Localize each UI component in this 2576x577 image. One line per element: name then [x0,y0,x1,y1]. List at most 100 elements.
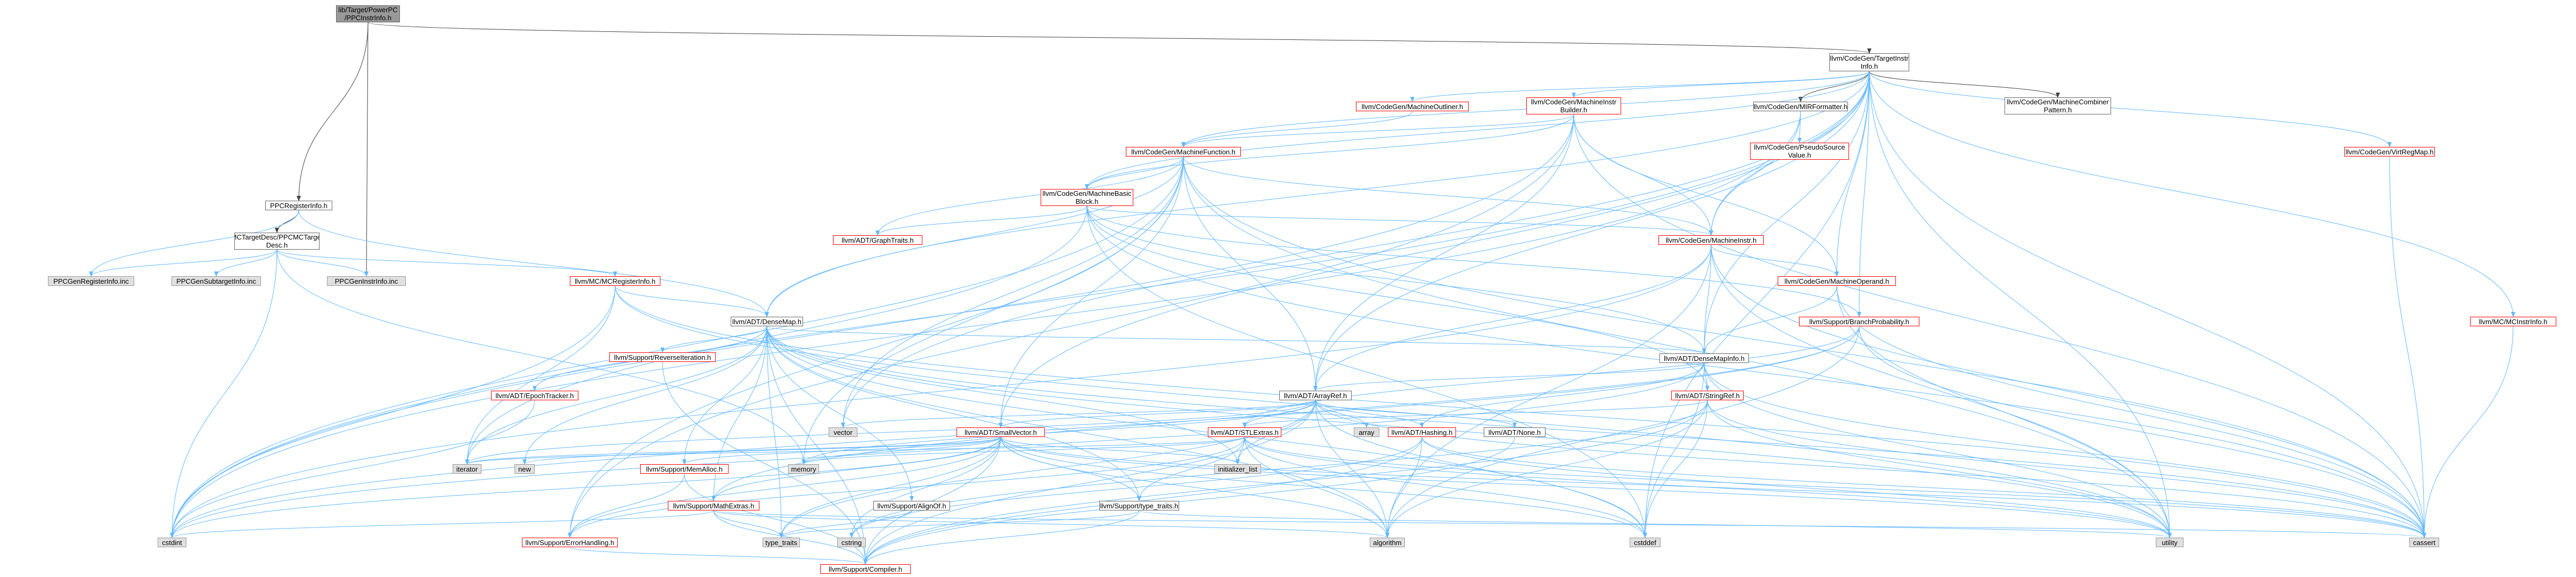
node-mem-alloc[interactable]: llvm/Support/MemAlloc.h [640,464,729,474]
node-ppc-gen-register-info-inc[interactable]: PPCGenRegisterInfo.inc [48,276,134,286]
edge-stl-extras-to-iterator [465,436,1245,465]
edge-branch-probability-to-algorithm [1385,326,1860,538]
edge-string-ref-to-cstring [849,400,1708,538]
node-cstring[interactable]: cstring [837,538,866,547]
node-align-of[interactable]: llvm/Support/AlignOf.h [873,501,950,510]
node-cassert[interactable]: cassert [2409,538,2439,547]
node-machine-combiner-pattern[interactable]: llvm/CodeGen/MachineCombiner Pattern.h [2005,97,2111,114]
edge-hashing-to-compiler [863,436,1422,565]
edge-target-instr-info-to-dense-map-info [1702,71,1870,354]
edge-target-instr-info-to-cstdint [170,71,1870,538]
node-cstddef[interactable]: cstddef [1630,538,1661,547]
edge-mc-register-info-to-cstdint [170,285,616,538]
node-virt-reg-map[interactable]: llvm/CodeGen/VirtRegMap.h [2344,147,2435,156]
node-target-instr-info[interactable]: llvm/CodeGen/TargetInstr Info.h [1829,53,1909,71]
edge-machine-instr-to-algorithm [1385,244,1712,538]
node-branch-probability[interactable]: llvm/Support/BranchProbability.h [1799,317,1919,326]
node-machine-outliner[interactable]: llvm/CodeGen/MachineOutliner.h [1356,102,1469,111]
edge-machine-instr-builder-to-machine-operand [1573,114,1839,277]
edge-machine-function-to-error-handling [568,156,1184,538]
edge-ppc-instr-info-to-target-instr-info [367,22,1871,54]
node-algorithm[interactable]: algorithm [1370,538,1405,547]
edge-support-type-traits-to-type-traits [779,510,1140,538]
node-initializer-list[interactable]: initializer_list [1214,464,1261,474]
edge-stl-extras-to-cstddef [1244,436,1647,538]
node-graph-traits[interactable]: llvm/ADT/GraphTraits.h [833,235,922,245]
node-array-ref[interactable]: llvm/ADT/ArrayRef.h [1279,391,1352,400]
node-epoch-tracker[interactable]: llvm/ADT/EpochTracker.h [491,391,578,400]
node-compiler[interactable]: llvm/Support/Compiler.h [820,564,911,574]
node-mc-register-info[interactable]: llvm/MC/MCRegisterInfo.h [570,276,660,286]
node-error-handling[interactable]: llvm/Support/ErrorHandling.h [522,538,618,547]
edge-math-extras-to-compiler [713,510,868,565]
edge-small-vector-to-type-traits [779,436,1001,538]
edge-stl-extras-to-cassert [1244,436,2426,538]
node-string-ref[interactable]: llvm/ADT/StringRef.h [1671,391,1744,400]
node-memory[interactable]: memory [788,464,819,474]
node-ppc-register-info[interactable]: PPCRegisterInfo.h [265,201,332,210]
edge-string-ref-to-utility [1707,400,2172,538]
edge-machine-instr-builder-to-cstdint [170,114,1574,538]
edge-dense-map-to-reverse-iteration [660,326,767,353]
edge-dense-map-to-cassert [766,326,2426,538]
node-ppc-gen-instr-info-inc[interactable]: PPCGenInstrInfo.inc [327,276,406,286]
edge-array-ref-to-type-traits [779,400,1316,538]
node-ppc-gen-subtarget-info-inc[interactable]: PPCGenSubtargetInfo.inc [171,276,261,286]
node-math-extras[interactable]: llvm/Support/MathExtras.h [668,501,759,510]
node-machine-instr-builder[interactable]: llvm/CodeGen/MachineInstr Builder.h [1526,97,1621,114]
node-none[interactable]: llvm/ADT/None.h [1484,427,1545,437]
node-new[interactable]: new [514,464,535,474]
edge-machine-function-to-vector [841,156,1184,428]
edge-machine-function-to-graph-traits [876,156,1184,236]
node-machine-function[interactable]: llvm/CodeGen/MachineFunction.h [1126,147,1241,156]
edge-target-instr-info-to-dense-map [765,71,1870,317]
node-mir-formatter[interactable]: llvm/CodeGen/MIRFormatter.h [1753,102,1848,111]
edge-array-ref-to-cassert [1315,400,2426,538]
edge-machine-outliner-to-machine-function [1181,111,1413,147]
edge-machine-instr-builder-to-machine-function [1181,114,1574,147]
node-ppc-mc-target-desc[interactable]: MCTargetDesc/PPCMCTarget Desc.h [234,233,320,250]
edge-hashing-to-cstring [849,436,1422,538]
node-machine-operand[interactable]: llvm/CodeGen/MachineOperand.h [1778,276,1896,286]
node-dense-map[interactable]: llvm/ADT/DenseMap.h [731,317,803,326]
edge-string-ref-to-cstddef [1643,400,1708,538]
edge-small-vector-to-math-extras [712,436,1001,501]
node-machine-basic-block[interactable]: llvm/CodeGen/MachineBasic Block.h [1041,189,1133,206]
edge-error-handling-to-compiler [569,547,868,565]
node-cstdint[interactable]: cstdint [158,538,186,547]
node-hashing[interactable]: llvm/ADT/Hashing.h [1388,427,1456,437]
edge-math-extras-to-cassert [713,510,2426,538]
edge-dense-map-to-dense-map-info [766,326,1706,354]
edge-target-instr-info-to-cassert [1869,71,2426,538]
node-ppc-instr-info[interactable]: lib/Target/PowerPC /PPCInstrInfo.h [336,5,400,22]
edge-support-type-traits-to-utility [1139,510,2172,538]
edge-target-instr-info-to-machine-instr-builder [1572,71,1870,98]
edge-target-instr-info-to-virt-reg-map [1869,71,2392,147]
edge-ppc-mc-target-desc-to-mc-register-info [276,249,617,277]
node-support-type-traits[interactable]: llvm/Support/type_traits.h [1099,501,1179,510]
edge-machine-instr-to-cassert [1711,244,2426,538]
edge-dense-map-to-new [522,326,767,465]
node-reverse-iteration[interactable]: llvm/Support/ReverseIteration.h [609,352,716,362]
edge-target-instr-info-to-machine-outliner [1410,71,1870,102]
edge-machine-instr-builder-to-array-ref [1313,114,1574,391]
node-pseudo-source-value[interactable]: llvm/CodeGen/PseudoSource Value.h [1750,143,1849,160]
edge-ppc-instr-info-to-ppc-gen-instr-info-inc [364,22,369,277]
node-stl-extras[interactable]: llvm/ADT/STLExtras.h [1208,427,1281,437]
node-dense-map-info[interactable]: llvm/ADT/DenseMapInfo.h [1659,353,1749,363]
node-vector[interactable]: vector [829,427,857,437]
edge-machine-function-to-array-ref [1183,156,1318,391]
node-utility[interactable]: utility [2156,538,2184,547]
edge-mc-register-info-to-dense-map [615,285,769,317]
edge-array-ref-to-hashing [1315,400,1424,428]
node-array[interactable]: array [1354,427,1379,437]
edge-target-instr-info-to-machine-basic-block [1085,71,1870,189]
edge-machine-instr-builder-to-machine-basic-block [1085,114,1574,189]
edge-align-of-to-type-traits [779,510,912,538]
node-machine-instr[interactable]: llvm/CodeGen/MachineInstr.h [1658,235,1764,245]
node-mc-instr-info[interactable]: llvm/MC/MCInstrInfo.h [2470,317,2556,326]
node-small-vector[interactable]: llvm/ADT/SmallVector.h [956,427,1045,437]
node-type-traits[interactable]: type_traits [763,538,800,547]
node-iterator[interactable]: iterator [453,464,481,474]
